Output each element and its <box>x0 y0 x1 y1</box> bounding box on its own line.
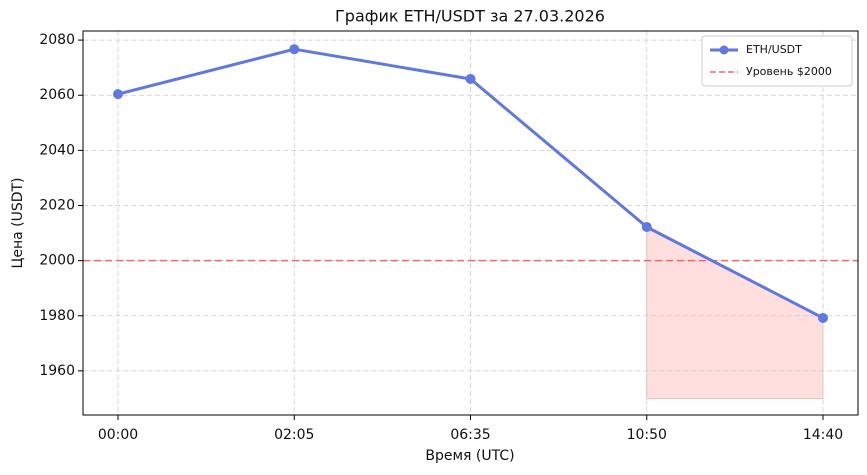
data-point <box>641 221 652 232</box>
data-point <box>289 44 300 55</box>
y-axis-label: Цена (USDT) <box>10 177 26 268</box>
y-tick-label: 1980 <box>39 308 75 324</box>
x-axis-label: Время (UTC) <box>425 448 514 464</box>
x-tick-label: 10:50 <box>627 427 667 443</box>
legend-label: Уровень $2000 <box>746 65 832 78</box>
legend-marker <box>719 45 729 55</box>
legend-label: ETH/USDT <box>746 43 802 56</box>
chart-title: График ETH/USDT за 27.03.2026 <box>335 7 605 26</box>
x-tick-label: 02:05 <box>274 427 314 443</box>
x-tick-label: 06:35 <box>450 427 490 443</box>
y-tick-label: 1960 <box>39 363 75 379</box>
data-point <box>818 312 828 323</box>
plot-frame <box>82 30 859 416</box>
data-point <box>465 73 476 84</box>
y-tick-label: 2040 <box>39 142 75 158</box>
y-tick-label: 2080 <box>39 32 75 48</box>
x-tick-label: 00:00 <box>98 427 138 443</box>
y-tick-label: 2020 <box>39 197 75 213</box>
legend-box <box>701 35 853 87</box>
data-point <box>113 89 123 100</box>
y-tick-label: 2000 <box>39 253 75 269</box>
x-tick-label: 14:40 <box>803 427 843 443</box>
y-tick-label: 2060 <box>39 87 75 103</box>
fill-area <box>646 226 824 399</box>
